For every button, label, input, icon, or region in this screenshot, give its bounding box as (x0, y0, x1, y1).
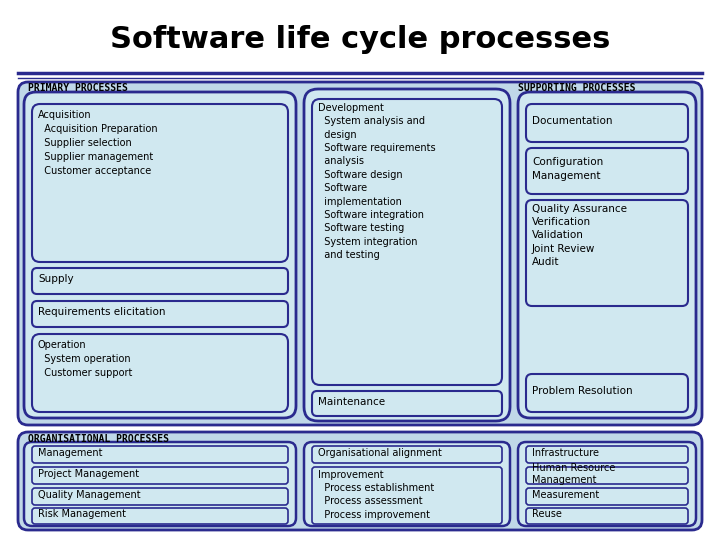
FancyBboxPatch shape (526, 508, 688, 524)
Text: Operation
  System operation
  Customer support: Operation System operation Customer supp… (38, 340, 132, 378)
FancyBboxPatch shape (24, 92, 296, 418)
Text: Organisational alignment: Organisational alignment (318, 448, 442, 458)
FancyBboxPatch shape (32, 467, 288, 484)
Text: Problem Resolution: Problem Resolution (532, 386, 633, 396)
FancyBboxPatch shape (526, 467, 688, 484)
FancyBboxPatch shape (526, 148, 688, 194)
FancyBboxPatch shape (32, 508, 288, 524)
FancyBboxPatch shape (32, 488, 288, 505)
Text: Measurement: Measurement (532, 490, 599, 500)
Text: ORGANISATIONAL PROCESSES: ORGANISATIONAL PROCESSES (28, 434, 169, 444)
FancyBboxPatch shape (312, 467, 502, 524)
FancyBboxPatch shape (312, 446, 502, 463)
FancyBboxPatch shape (526, 104, 688, 142)
Text: Management: Management (38, 448, 102, 458)
Text: Reuse: Reuse (532, 509, 562, 519)
FancyBboxPatch shape (526, 488, 688, 505)
Text: Infrastructure: Infrastructure (532, 448, 599, 458)
Text: Human Resource
Management: Human Resource Management (532, 463, 616, 485)
Text: Development
  System analysis and
  design
  Software requirements
  analysis
  : Development System analysis and design S… (318, 103, 436, 260)
FancyBboxPatch shape (518, 92, 696, 418)
Text: Quality Management: Quality Management (38, 490, 140, 500)
Text: Risk Management: Risk Management (38, 509, 126, 519)
Text: Supply: Supply (38, 274, 73, 284)
FancyBboxPatch shape (32, 446, 288, 463)
Text: Improvement
  Process establishment
  Process assessment
  Process improvement: Improvement Process establishment Proces… (318, 470, 434, 519)
FancyBboxPatch shape (312, 391, 502, 416)
Text: SUPPORTING PROCESSES: SUPPORTING PROCESSES (518, 83, 636, 93)
Text: Documentation: Documentation (532, 116, 613, 126)
Text: Maintenance: Maintenance (318, 397, 385, 407)
FancyBboxPatch shape (32, 268, 288, 294)
Text: Project Management: Project Management (38, 469, 139, 479)
Text: Software life cycle processes: Software life cycle processes (110, 25, 610, 55)
Text: Quality Assurance
Verification
Validation
Joint Review
Audit: Quality Assurance Verification Validatio… (532, 204, 627, 267)
Text: Requirements elicitation: Requirements elicitation (38, 307, 166, 317)
FancyBboxPatch shape (312, 99, 502, 385)
FancyBboxPatch shape (32, 301, 288, 327)
Text: Acquisition
  Acquisition Preparation
  Supplier selection
  Supplier management: Acquisition Acquisition Preparation Supp… (38, 110, 158, 176)
FancyBboxPatch shape (32, 104, 288, 262)
FancyBboxPatch shape (304, 89, 510, 421)
FancyBboxPatch shape (526, 200, 688, 306)
FancyBboxPatch shape (518, 442, 696, 526)
FancyBboxPatch shape (18, 82, 702, 425)
FancyBboxPatch shape (18, 432, 702, 530)
FancyBboxPatch shape (24, 442, 296, 526)
FancyBboxPatch shape (526, 374, 688, 412)
FancyBboxPatch shape (304, 442, 510, 526)
Text: Configuration
Management: Configuration Management (532, 157, 603, 180)
FancyBboxPatch shape (32, 334, 288, 412)
FancyBboxPatch shape (526, 446, 688, 463)
Text: PRIMARY PROCESSES: PRIMARY PROCESSES (28, 83, 128, 93)
